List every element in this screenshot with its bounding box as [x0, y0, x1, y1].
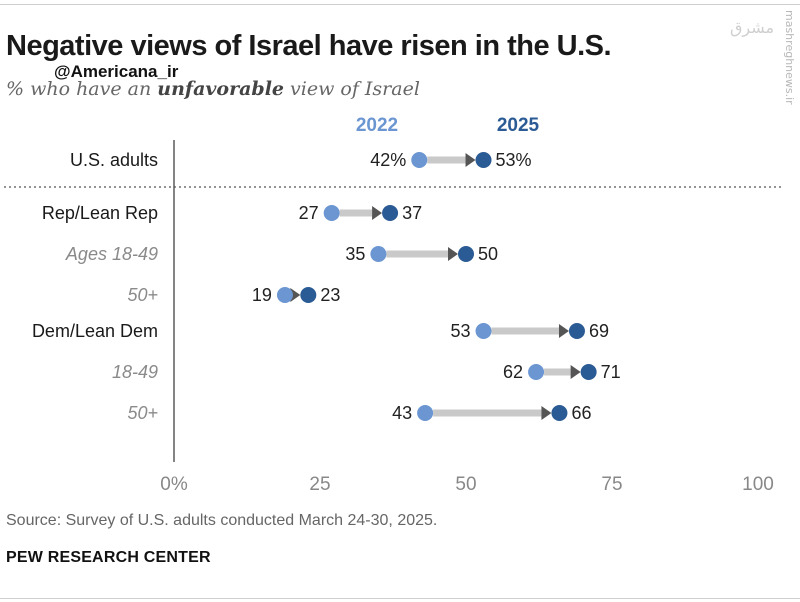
dot-2022	[475, 323, 492, 339]
row-label: Rep/Lean Rep	[42, 203, 158, 223]
dot-2025	[382, 205, 399, 221]
source-note: Source: Survey of U.S. adults conducted …	[6, 512, 438, 529]
value-label-2025: 23	[320, 285, 340, 305]
value-label-2025: 50	[478, 244, 498, 264]
watermark-logo: مشرق	[730, 18, 775, 37]
dot-2025	[300, 287, 317, 303]
row-label: Ages 18-49	[65, 244, 158, 264]
value-label-2022: 42%	[370, 150, 406, 170]
dot-2022	[417, 405, 434, 421]
dot-2022	[276, 287, 293, 303]
value-label-2025: 66	[571, 403, 591, 423]
dot-2022	[323, 205, 340, 221]
dot-2025	[568, 323, 585, 339]
dot-2022	[370, 246, 387, 262]
row-label: 50+	[127, 403, 158, 423]
change-arrow-head	[372, 206, 383, 220]
row-label: Dem/Lean Dem	[32, 321, 158, 341]
watermark-text: mashreghnews.ir	[783, 10, 796, 105]
chart-subtitle: % who have an unfavorable view of Israel	[6, 78, 420, 100]
row-label: U.S. adults	[70, 150, 158, 170]
change-arrow-head	[541, 406, 552, 420]
dumbbell-chart: 2022 2025 0% 25 50 75 100 U.S. adults 42% 53% Rep/…	[4, 115, 782, 495]
chart-title: Negative views of Israel have risen in t…	[6, 30, 612, 62]
dot-2022	[411, 152, 428, 168]
bottom-rule	[0, 598, 800, 599]
value-label-2025: 53%	[496, 150, 532, 170]
value-label-2022: 19	[252, 285, 272, 305]
row-label: 50+	[127, 285, 158, 305]
value-label-2025: 71	[601, 362, 621, 382]
dot-2022	[528, 364, 545, 380]
value-label-2022: 27	[299, 203, 319, 223]
value-label-2022: 43	[392, 403, 412, 423]
dot-2025	[458, 246, 474, 262]
value-label-2025: 69	[589, 321, 609, 341]
subtitle-prefix: % who have an	[6, 78, 158, 100]
x-tick-label: 100	[742, 474, 774, 495]
change-arrow-head	[570, 365, 581, 379]
value-label-2022: 62	[503, 362, 523, 382]
value-label-2025: 37	[402, 203, 422, 223]
top-rule	[0, 4, 800, 5]
value-label-2022: 53	[450, 321, 470, 341]
legend-2022: 2022	[356, 115, 398, 136]
x-tick-label: 0%	[160, 474, 188, 495]
value-label-2022: 35	[345, 244, 365, 264]
x-tick-label: 50	[455, 474, 476, 495]
brand-name: PEW RESEARCH CENTER	[6, 549, 211, 566]
subtitle-emphasis: unfavorable	[157, 78, 285, 100]
change-arrow-head	[465, 153, 476, 167]
legend-2025: 2025	[497, 115, 540, 136]
x-tick-label: 25	[309, 474, 330, 495]
subtitle-suffix: view of Israel	[284, 78, 420, 100]
dot-2025	[475, 152, 492, 168]
change-arrow-head	[290, 288, 301, 302]
x-tick-label: 75	[601, 474, 622, 495]
change-arrow-head	[558, 324, 569, 338]
dot-2025	[580, 364, 597, 380]
social-handle: @Americana_ir	[54, 62, 179, 81]
dot-2025	[551, 405, 568, 421]
row-label: 18-49	[112, 362, 158, 382]
change-arrow-head	[448, 247, 458, 261]
